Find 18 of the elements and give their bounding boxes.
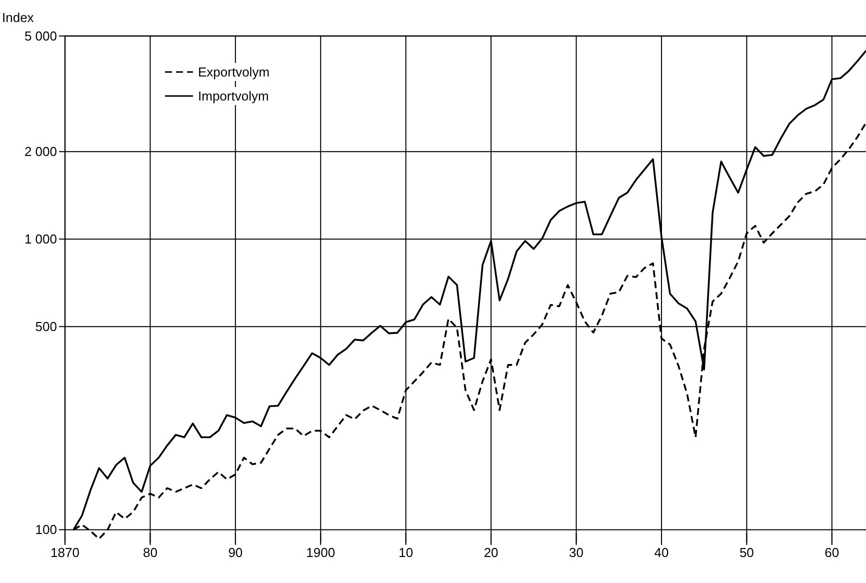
x-tick-label: 30 [569,545,584,560]
legend-label: Exportvolym [198,64,270,80]
y-tick-label: 5 000 [24,28,57,44]
y-axis-title: Index [2,10,34,25]
x-tick-label: 20 [484,545,498,560]
legend-label: Importvolym [198,88,269,104]
x-tick-label: 60 [824,545,840,560]
y-tick-label: 1 000 [24,232,57,247]
x-tick-label: 40 [654,545,669,560]
x-tick-label: 90 [228,545,243,560]
y-tick-label: 2 000 [24,144,57,160]
y-tick-label: 500 [35,319,57,334]
x-tick-label: 80 [142,545,158,560]
x-tick-label: 1870 [50,545,80,560]
x-tick-label: 50 [739,545,754,560]
x-tick-label: 10 [398,545,414,560]
y-tick-label: 100 [35,522,57,538]
x-tick-label: 1900 [306,545,336,560]
